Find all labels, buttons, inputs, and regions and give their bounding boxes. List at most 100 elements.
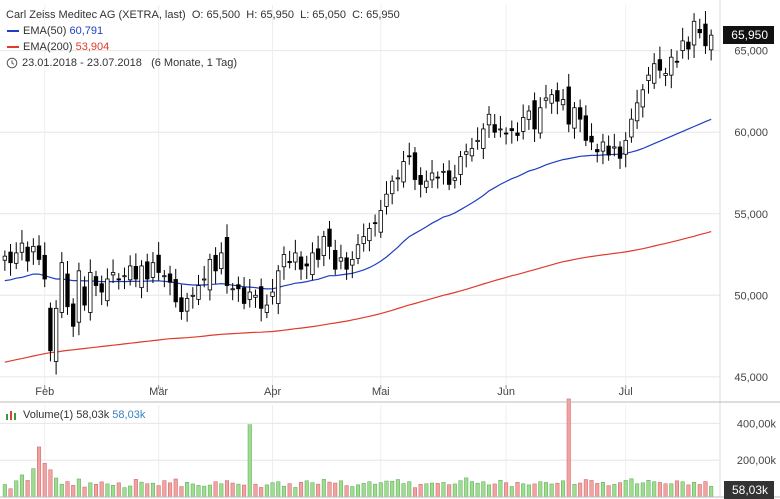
volume-bar (674, 480, 679, 498)
volume-bar (595, 483, 600, 498)
volume-bar (2, 484, 7, 498)
candle (184, 292, 190, 322)
candle (247, 278, 252, 308)
volume-axis-labels: 200,00k 400,00k (737, 418, 777, 467)
volume-bar (293, 487, 298, 498)
volume-bar (65, 481, 70, 498)
candle (418, 167, 423, 198)
volume-bar (424, 483, 429, 498)
candle (492, 114, 497, 138)
volume-bar (367, 481, 372, 498)
candle (127, 255, 133, 286)
candle (31, 238, 36, 265)
candle (99, 275, 104, 306)
volume-bar (207, 484, 212, 498)
legend-ema50: EMA(50) 60,791 (6, 23, 400, 39)
candle (572, 102, 577, 139)
volume-bar (464, 477, 469, 498)
month-label: Apr (264, 386, 281, 398)
volume-bars-icon (6, 411, 16, 420)
volume-grid (0, 422, 720, 461)
month-label: Jun (497, 386, 515, 398)
volume-bar (486, 484, 492, 498)
price-tick-label: 65,000 (734, 46, 768, 58)
candle (53, 300, 59, 375)
chart-title: Carl Zeiss Meditec AG (XETRA, last) (6, 9, 186, 21)
candle (259, 278, 264, 322)
volume-bar (8, 488, 13, 498)
candle (162, 270, 167, 288)
candle (583, 105, 589, 147)
volume-bar (401, 483, 406, 498)
candle (538, 97, 543, 139)
candle (14, 242, 19, 270)
volume-bar (532, 483, 537, 498)
chart-legend: Carl Zeiss Meditec AG (XETRA, last) O: 6… (6, 7, 400, 71)
candle (469, 137, 475, 162)
candle (481, 123, 486, 160)
volume-bar (623, 480, 628, 498)
volume-bar (111, 484, 116, 498)
candle (276, 265, 281, 315)
ema50-swatch (7, 30, 19, 32)
volume-bar (139, 481, 144, 498)
volume-bar (504, 482, 509, 498)
candle (674, 50, 680, 68)
candle (338, 244, 344, 270)
volume-bar (378, 482, 383, 498)
volume-bar (88, 482, 93, 498)
volume-bar (561, 480, 566, 498)
candle (139, 260, 144, 299)
volume-bar (19, 474, 24, 498)
volume-bar (509, 486, 514, 498)
volume-bar (361, 483, 366, 498)
candle (36, 235, 42, 266)
volume-bar (555, 482, 560, 498)
volume-bar (526, 484, 531, 498)
volume-tick-label: 400,00k (737, 418, 777, 430)
candle (105, 268, 110, 307)
candle (304, 255, 309, 279)
volume-bar (333, 482, 338, 498)
volume-bar (430, 482, 435, 498)
volume-bar (646, 480, 651, 498)
volume-bar (76, 478, 81, 498)
candle (686, 36, 691, 60)
volume-bar (395, 479, 400, 498)
volume-bar (629, 478, 634, 498)
volume-bar (270, 482, 275, 498)
legend-title-row: Carl Zeiss Meditec AG (XETRA, last) O: 6… (6, 7, 400, 23)
candle (412, 147, 418, 191)
ema200-line (4, 231, 712, 363)
volume-label: Volume(1) (23, 409, 74, 421)
volume-bar (612, 484, 617, 498)
candle (577, 99, 583, 133)
volume-bar (458, 480, 463, 498)
volume-bar (281, 485, 286, 498)
candle (509, 120, 514, 144)
candle (82, 276, 87, 311)
volume-bar (452, 483, 457, 498)
volume-bar (521, 483, 526, 498)
candle (429, 159, 435, 189)
volume-bar (492, 483, 497, 498)
candle (521, 104, 526, 140)
volume-bar (686, 484, 691, 498)
candle (224, 224, 230, 294)
volume-bar (264, 484, 269, 498)
volume-bar (156, 485, 161, 498)
volume-bar (589, 480, 594, 498)
volume-bar (469, 481, 474, 498)
candle (378, 199, 383, 238)
candle (486, 106, 492, 138)
candle (110, 259, 116, 284)
candle (560, 88, 566, 111)
candle (424, 170, 429, 194)
candle (669, 49, 674, 89)
volume-value-alt: 58,03k (112, 409, 146, 421)
candle (122, 267, 127, 290)
candle (321, 230, 326, 267)
volume-bar (640, 482, 645, 498)
volume-bar (242, 484, 247, 498)
candle (219, 242, 224, 275)
